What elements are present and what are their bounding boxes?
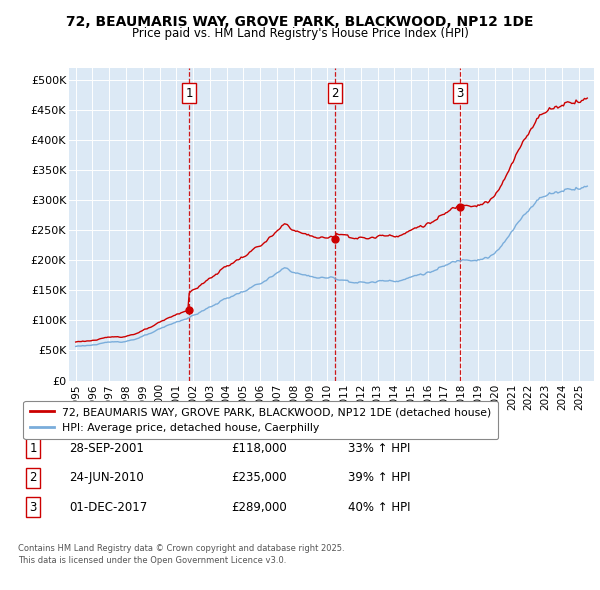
Text: 1: 1	[185, 87, 193, 100]
Legend: 72, BEAUMARIS WAY, GROVE PARK, BLACKWOOD, NP12 1DE (detached house), HPI: Averag: 72, BEAUMARIS WAY, GROVE PARK, BLACKWOOD…	[23, 401, 498, 439]
Text: Price paid vs. HM Land Registry's House Price Index (HPI): Price paid vs. HM Land Registry's House …	[131, 27, 469, 40]
Text: 72, BEAUMARIS WAY, GROVE PARK, BLACKWOOD, NP12 1DE: 72, BEAUMARIS WAY, GROVE PARK, BLACKWOOD…	[66, 15, 534, 29]
Text: £289,000: £289,000	[231, 501, 287, 514]
Text: 3: 3	[29, 501, 37, 514]
Text: 3: 3	[457, 87, 464, 100]
Text: 01-DEC-2017: 01-DEC-2017	[69, 501, 147, 514]
Text: 24-JUN-2010: 24-JUN-2010	[69, 471, 144, 484]
Text: 28-SEP-2001: 28-SEP-2001	[69, 442, 144, 455]
Text: Contains HM Land Registry data © Crown copyright and database right 2025.: Contains HM Land Registry data © Crown c…	[18, 545, 344, 553]
Text: 1: 1	[29, 442, 37, 455]
Text: 40% ↑ HPI: 40% ↑ HPI	[348, 501, 410, 514]
Text: 2: 2	[332, 87, 339, 100]
Text: 2: 2	[29, 471, 37, 484]
Text: £235,000: £235,000	[231, 471, 287, 484]
Text: 33% ↑ HPI: 33% ↑ HPI	[348, 442, 410, 455]
Text: 39% ↑ HPI: 39% ↑ HPI	[348, 471, 410, 484]
Text: This data is licensed under the Open Government Licence v3.0.: This data is licensed under the Open Gov…	[18, 556, 286, 565]
Text: £118,000: £118,000	[231, 442, 287, 455]
